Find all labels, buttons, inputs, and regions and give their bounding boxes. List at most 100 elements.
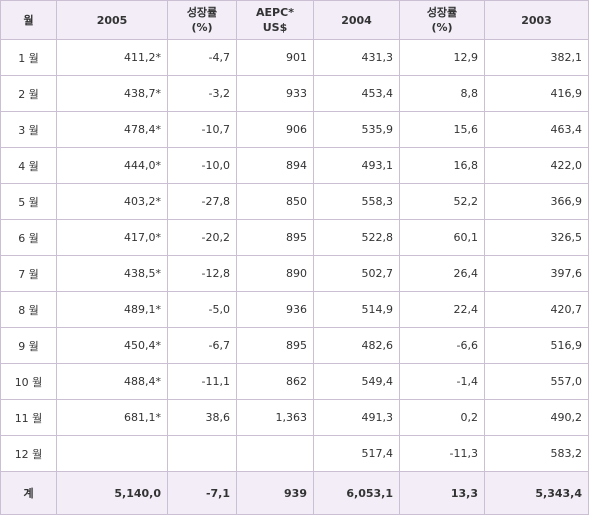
cell-growth-2004: 26,4 xyxy=(399,255,485,292)
header-growth-2005-line2: (%) xyxy=(191,21,213,34)
cell-aepc: 890 xyxy=(236,255,314,292)
cell-month: 3 월 xyxy=(0,111,57,148)
cell-aepc: 894 xyxy=(236,147,314,184)
table-row: 2 월 438,7* -3,2 933 453,4 8,8 416,9 xyxy=(0,75,589,112)
cell-growth-2004: 0,2 xyxy=(399,399,485,436)
cell-2003: 490,2 xyxy=(484,399,589,436)
table-row: 1 월 411,2* -4,7 901 431,3 12,9 382,1 xyxy=(0,39,589,76)
cell-growth-2005: -12,8 xyxy=(167,255,237,292)
cell-month: 9 월 xyxy=(0,327,57,364)
cell-aepc: 895 xyxy=(236,219,314,256)
table-header: 월 2005 성장률 (%) AEPC* US$ 2004 성장률 (%) 20… xyxy=(0,0,589,40)
cell-2004: 558,3 xyxy=(313,183,400,220)
header-row: 월 2005 성장률 (%) AEPC* US$ 2004 성장률 (%) 20… xyxy=(0,0,589,40)
cell-2004: 453,4 xyxy=(313,75,400,112)
cell-2003: 463,4 xyxy=(484,111,589,148)
cell-growth-2005 xyxy=(167,435,237,472)
cell-aepc: 895 xyxy=(236,327,314,364)
header-aepc: AEPC* US$ xyxy=(236,0,314,40)
table-row: 11 월 681,1* 38,6 1,363 491,3 0,2 490,2 xyxy=(0,399,589,436)
cell-2005 xyxy=(56,435,168,472)
total-growth-2004: 13,3 xyxy=(399,471,485,515)
header-month: 월 xyxy=(0,0,57,40)
cell-aepc: 936 xyxy=(236,291,314,328)
header-aepc-line2: US$ xyxy=(262,21,288,34)
cell-month: 2 월 xyxy=(0,75,57,112)
header-2004: 2004 xyxy=(313,0,400,40)
total-label: 계 xyxy=(0,471,57,515)
header-growth-2004-line2: (%) xyxy=(431,21,453,34)
header-growth-2004-line1: 성장률 xyxy=(426,6,458,19)
cell-aepc: 901 xyxy=(236,39,314,76)
table-row: 5 월 403,2* -27,8 850 558,3 52,2 366,9 xyxy=(0,183,589,220)
cell-growth-2004: 52,2 xyxy=(399,183,485,220)
cell-growth-2004: 16,8 xyxy=(399,147,485,184)
table-row: 4 월 444,0* -10,0 894 493,1 16,8 422,0 xyxy=(0,147,589,184)
cell-2005: 488,4* xyxy=(56,363,168,400)
cell-2005: 478,4* xyxy=(56,111,168,148)
total-2003: 5,343,4 xyxy=(484,471,589,515)
cell-2003: 557,0 xyxy=(484,363,589,400)
cell-aepc: 850 xyxy=(236,183,314,220)
table-row: 12 월 517,4 -11,3 583,2 xyxy=(0,435,589,472)
cell-growth-2004: 12,9 xyxy=(399,39,485,76)
cell-2003: 583,2 xyxy=(484,435,589,472)
cell-2004: 535,9 xyxy=(313,111,400,148)
cell-growth-2005: -27,8 xyxy=(167,183,237,220)
total-row: 계 5,140,0 -7,1 939 6,053,1 13,3 5,343,4 xyxy=(0,471,589,515)
header-aepc-line1: AEPC* xyxy=(256,6,294,19)
cell-2004: 517,4 xyxy=(313,435,400,472)
cell-2003: 382,1 xyxy=(484,39,589,76)
cell-2005: 411,2* xyxy=(56,39,168,76)
header-2005: 2005 xyxy=(56,0,168,40)
table-footer: 계 5,140,0 -7,1 939 6,053,1 13,3 5,343,4 xyxy=(0,471,589,515)
cell-2005: 417,0* xyxy=(56,219,168,256)
header-growth-2005-line1: 성장률 xyxy=(186,6,218,19)
cell-2003: 326,5 xyxy=(484,219,589,256)
cell-month: 8 월 xyxy=(0,291,57,328)
total-aepc: 939 xyxy=(236,471,314,515)
cell-growth-2005: 38,6 xyxy=(167,399,237,436)
cell-aepc: 933 xyxy=(236,75,314,112)
cell-2005: 489,1* xyxy=(56,291,168,328)
cell-month: 12 월 xyxy=(0,435,57,472)
cell-growth-2005: -10,7 xyxy=(167,111,237,148)
cell-2004: 482,6 xyxy=(313,327,400,364)
cell-2003: 420,7 xyxy=(484,291,589,328)
cell-2005: 438,7* xyxy=(56,75,168,112)
cell-growth-2005: -10,0 xyxy=(167,147,237,184)
cell-month: 10 월 xyxy=(0,363,57,400)
cell-growth-2004: 15,6 xyxy=(399,111,485,148)
table-body: 1 월 411,2* -4,7 901 431,3 12,9 382,1 2 월 438,7* -… xyxy=(0,39,589,472)
cell-growth-2004: 8,8 xyxy=(399,75,485,112)
table-row: 7 월 438,5* -12,8 890 502,7 26,4 397,6 xyxy=(0,255,589,292)
cell-growth-2004: 22,4 xyxy=(399,291,485,328)
cell-aepc: 1,363 xyxy=(236,399,314,436)
total-growth-2005: -7,1 xyxy=(167,471,237,515)
cell-month: 4 월 xyxy=(0,147,57,184)
cell-growth-2004: -6,6 xyxy=(399,327,485,364)
cell-2005: 681,1* xyxy=(56,399,168,436)
table-row: 6 월 417,0* -20,2 895 522,8 60,1 326,5 xyxy=(0,219,589,256)
cell-growth-2004: -1,4 xyxy=(399,363,485,400)
total-2005: 5,140,0 xyxy=(56,471,168,515)
cell-2003: 397,6 xyxy=(484,255,589,292)
cell-aepc: 906 xyxy=(236,111,314,148)
cell-growth-2005: -5,0 xyxy=(167,291,237,328)
cell-growth-2004: 60,1 xyxy=(399,219,485,256)
cell-month: 6 월 xyxy=(0,219,57,256)
total-2004: 6,053,1 xyxy=(313,471,400,515)
cell-growth-2005: -11,1 xyxy=(167,363,237,400)
cell-2004: 549,4 xyxy=(313,363,400,400)
cell-month: 7 월 xyxy=(0,255,57,292)
cell-aepc: 862 xyxy=(236,363,314,400)
cell-2003: 516,9 xyxy=(484,327,589,364)
cell-2004: 431,3 xyxy=(313,39,400,76)
cell-growth-2005: -6,7 xyxy=(167,327,237,364)
cell-growth-2005: -3,2 xyxy=(167,75,237,112)
header-growth-2004: 성장률 (%) xyxy=(399,0,485,40)
cell-2004: 514,9 xyxy=(313,291,400,328)
cell-month: 11 월 xyxy=(0,399,57,436)
cell-growth-2005: -4,7 xyxy=(167,39,237,76)
